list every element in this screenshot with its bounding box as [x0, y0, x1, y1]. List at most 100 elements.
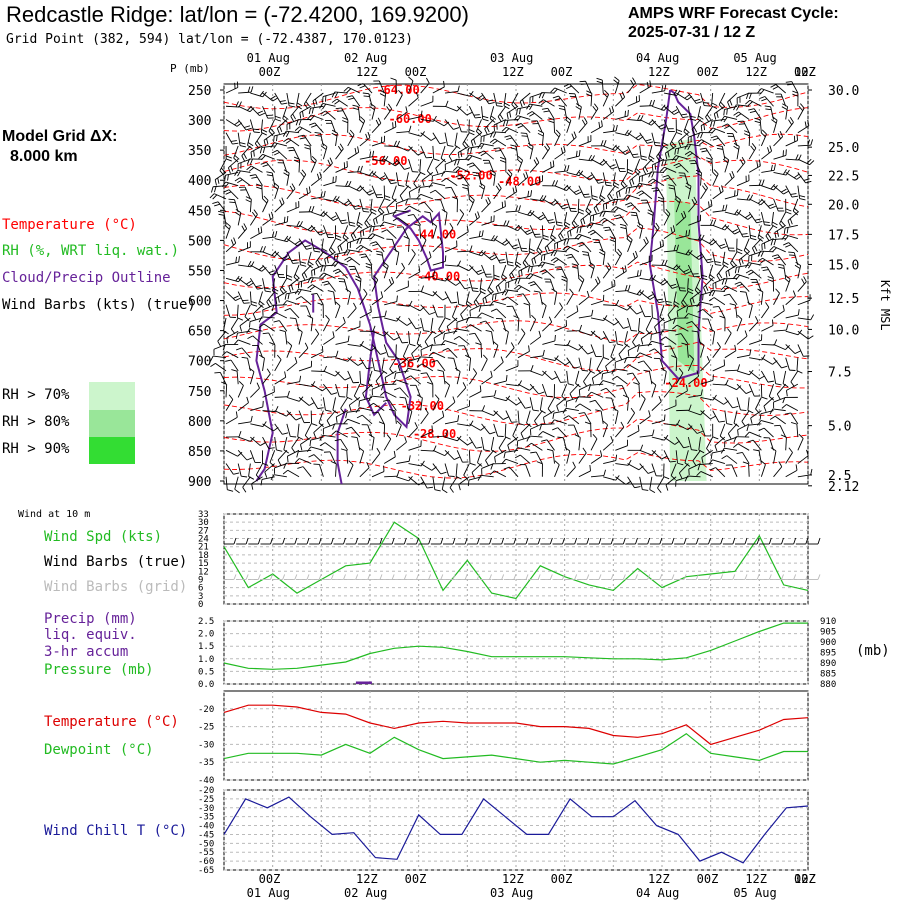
wind-barb-flag	[529, 248, 536, 252]
wind-barb	[237, 277, 254, 287]
wind-barb-flag	[476, 446, 483, 449]
wind-barb-flag	[340, 448, 347, 452]
wind-barb	[310, 410, 318, 427]
wind-barb	[626, 159, 634, 175]
wind-barb-flag	[525, 406, 532, 409]
wind-barb-staff	[614, 411, 619, 424]
wind-barb-staff	[383, 344, 389, 357]
wind-barb-flag	[355, 207, 362, 210]
wind-barb-flag	[532, 409, 539, 412]
wind-barb-flag	[272, 231, 275, 238]
wind-barb-flag	[495, 286, 499, 293]
wind-barb-flag	[509, 274, 513, 281]
wind-barb-staff	[420, 317, 425, 331]
wind-barb	[244, 304, 251, 322]
wind-barb	[274, 423, 289, 435]
wind-barb-staff	[503, 92, 507, 106]
wind-barb-staff	[541, 148, 551, 160]
wind-barb-staff	[585, 198, 592, 211]
wind-barb	[317, 302, 324, 318]
wind-barb	[335, 301, 341, 319]
wind-barb	[542, 180, 559, 187]
wind-barb-flag	[669, 460, 676, 463]
wind-barb-flag	[335, 107, 342, 110]
wind-barb	[493, 183, 502, 200]
wind-barb	[469, 304, 482, 317]
wind-barb-flag	[521, 328, 526, 334]
wind-barb-flag	[364, 222, 369, 229]
wind-barb-staff	[517, 318, 520, 332]
wind-barb	[343, 249, 360, 256]
wind-barb-staff	[225, 226, 231, 239]
wind-barb-staff	[541, 132, 545, 146]
wind-barb	[563, 415, 580, 425]
wind-barb	[237, 223, 248, 239]
wind-barb-staff	[351, 95, 361, 107]
wind-barb-staff	[542, 321, 552, 332]
wind-barb	[335, 143, 344, 160]
wind-barb-flag	[549, 221, 556, 224]
wind-barb	[614, 331, 624, 346]
wind-barb	[310, 225, 326, 236]
wind-barb-flag	[427, 381, 433, 385]
wind-barb-flag	[443, 80, 445, 87]
wind-barb	[591, 370, 604, 385]
wind-barb-flag	[442, 347, 449, 352]
wind-barb-staff	[534, 410, 543, 422]
wind-barb-flag	[330, 215, 337, 219]
wind-barb-staff	[505, 191, 517, 200]
wind-barb-flag	[583, 117, 588, 123]
wind-barb-flag	[245, 127, 252, 131]
wind-barb	[310, 397, 324, 410]
wind-barb-flag	[599, 159, 605, 165]
wind-barb-flag	[467, 162, 473, 166]
wind-barb-staff	[614, 198, 628, 201]
wind-barb-flag	[294, 273, 300, 279]
wind-barb	[312, 92, 324, 107]
wind-barb-staff	[383, 93, 387, 107]
wind-barb	[589, 399, 604, 411]
wind-barb	[249, 174, 263, 186]
wind-barb-flag	[460, 314, 464, 320]
wind-barb-flag	[420, 460, 425, 467]
wind-barb-staff	[517, 333, 526, 345]
wind-barb-flag	[319, 232, 326, 236]
wind-barb	[375, 250, 385, 266]
wind-barb-flag	[575, 396, 579, 403]
wind-barb-flag	[515, 185, 518, 192]
wind-barb-flag	[464, 286, 471, 290]
wind-barb-staff	[359, 450, 365, 464]
wind-barb	[475, 342, 482, 358]
wind-barb	[478, 182, 486, 200]
wind-barb	[468, 450, 476, 466]
wind-barb-flag	[404, 167, 411, 170]
wind-barb-flag	[456, 174, 463, 177]
wind-barb-flag	[209, 355, 214, 362]
wind-barb-staff	[310, 277, 324, 279]
wind-barb-staff	[456, 291, 460, 305]
wind-barb-staff	[408, 476, 419, 486]
wind-barb	[335, 370, 351, 381]
wind-barb-flag	[527, 145, 533, 150]
wind-barb-staff	[501, 264, 507, 278]
kft-tick-label: 25.0	[828, 141, 859, 156]
wind-barb-flag	[415, 91, 419, 98]
wind-barb-flag	[478, 249, 483, 256]
wind-barb	[287, 147, 300, 160]
wind-barb-staff	[250, 145, 263, 153]
wind-barb-flag	[409, 343, 416, 347]
wind-barb-staff	[590, 172, 599, 184]
wind-barb-staff	[262, 264, 272, 276]
wind-barb-flag	[576, 305, 579, 312]
wind-barb	[392, 217, 409, 226]
wind-barb-flag	[303, 272, 308, 278]
wind-barb-flag	[421, 235, 427, 241]
wind-barb-flag	[342, 120, 348, 124]
wind-barb-flag	[415, 326, 422, 330]
wind-barb-staff	[475, 119, 482, 132]
wind-barb	[319, 102, 336, 110]
wind-barb-flag	[457, 159, 460, 166]
wind-barb-flag	[451, 196, 458, 200]
wind-barb	[420, 132, 437, 141]
wind-barb-flag	[395, 357, 402, 361]
